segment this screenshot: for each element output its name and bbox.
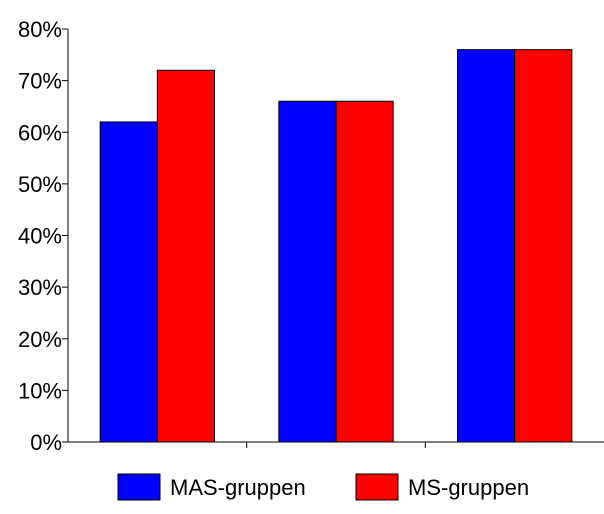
y-axis: 0% 10% 20% 30% 40% 50% 60% 70% 80% — [18, 17, 69, 455]
legend: MAS-gruppen MS-gruppen — [117, 473, 529, 501]
bar-mas-3 — [456, 49, 516, 443]
y-tick-label: 50% — [18, 172, 62, 197]
y-tick-label: 40% — [18, 224, 62, 249]
y-tick-label: 60% — [18, 120, 62, 145]
legend-swatch-mas — [117, 473, 161, 501]
legend-label-ms: MS-gruppen — [408, 475, 529, 500]
y-tick-label: 70% — [18, 69, 62, 94]
bar-mas-1 — [99, 121, 158, 443]
y-tick-label: 0% — [30, 430, 62, 455]
y-tick-label: 10% — [18, 378, 62, 403]
bar-mas-2 — [278, 100, 337, 443]
y-tick-label: 30% — [18, 275, 62, 300]
x-axis — [68, 441, 604, 448]
bar-ms-1 — [156, 69, 216, 443]
y-tick-label: 20% — [18, 327, 62, 352]
legend-swatch-ms — [355, 473, 399, 501]
bars — [99, 49, 573, 443]
legend-label-mas: MAS-gruppen — [170, 475, 306, 500]
bar-ms-2 — [335, 100, 394, 443]
bar-ms-3 — [514, 49, 573, 443]
y-tick-label: 80% — [18, 17, 62, 42]
